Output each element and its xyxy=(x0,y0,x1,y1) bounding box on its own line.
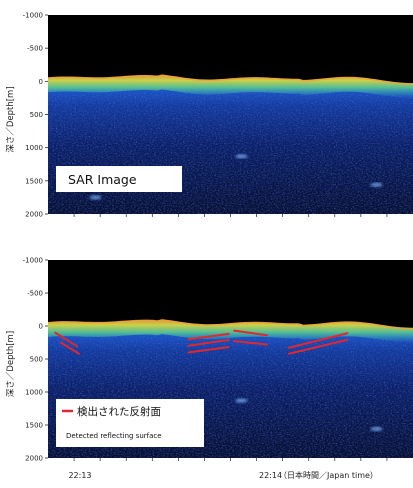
y-tick-label: -500 xyxy=(27,290,43,298)
legend-box xyxy=(56,399,204,447)
x-tick-label: 22:13 xyxy=(68,471,91,480)
label-box xyxy=(56,166,182,192)
y-tick-label: 1500 xyxy=(25,422,43,430)
reflector-line xyxy=(233,340,268,346)
y-axis-label: 深さ／Depth[m] xyxy=(6,331,16,397)
reflector-line xyxy=(187,332,230,341)
legend-sublabel: Detected reflecting surface xyxy=(66,432,162,440)
reflector-line xyxy=(54,331,79,348)
surface-echo xyxy=(48,74,413,99)
surface-line xyxy=(47,74,413,85)
y-tick-label: -1000 xyxy=(23,257,43,265)
y-tick-label: 2000 xyxy=(25,211,43,219)
y-tick-label: 500 xyxy=(30,356,43,364)
reflector-line xyxy=(287,338,349,355)
y-tick-label: 2000 xyxy=(25,455,43,463)
y-axis-label: 深さ／Depth[m] xyxy=(6,86,16,152)
deep-echo xyxy=(370,182,383,188)
legend-label: 検出された反射面 xyxy=(77,405,161,418)
y-tick-label: -500 xyxy=(27,45,43,53)
reflector-line xyxy=(233,329,268,337)
reflector-line xyxy=(287,332,349,349)
y-tick-label: 1000 xyxy=(25,389,43,397)
y-tick-label: 1500 xyxy=(25,177,43,185)
y-tick-label: 0 xyxy=(39,78,43,86)
y-tick-label: -1000 xyxy=(23,12,43,20)
panel-bottom: -1000 -500 0 500 1000 1500 2000 深さ／Depth[m] 検出され… xyxy=(6,257,413,463)
x-tick-label: 22:14 xyxy=(259,471,282,480)
y-tick-label: 1000 xyxy=(25,144,43,152)
reflector-line xyxy=(187,346,230,354)
surface-line xyxy=(47,319,413,330)
x-axis-unit-note: （日本時間／Japan time） xyxy=(279,470,378,480)
reflector-line xyxy=(187,338,230,347)
deep-echo xyxy=(235,398,248,403)
reflector-line xyxy=(59,341,81,355)
y-tick-label: 0 xyxy=(39,323,43,331)
panel-top: -1000 -500 0 500 1000 1500 2000 深さ／Depth[m] SAR … xyxy=(6,12,413,219)
surface-echo xyxy=(48,319,413,343)
deep-echo xyxy=(89,195,102,200)
deep-echo xyxy=(235,154,248,159)
label-box-text: SAR Image xyxy=(68,172,137,187)
y-tick-label: 500 xyxy=(30,111,43,119)
deep-echo xyxy=(370,426,383,432)
